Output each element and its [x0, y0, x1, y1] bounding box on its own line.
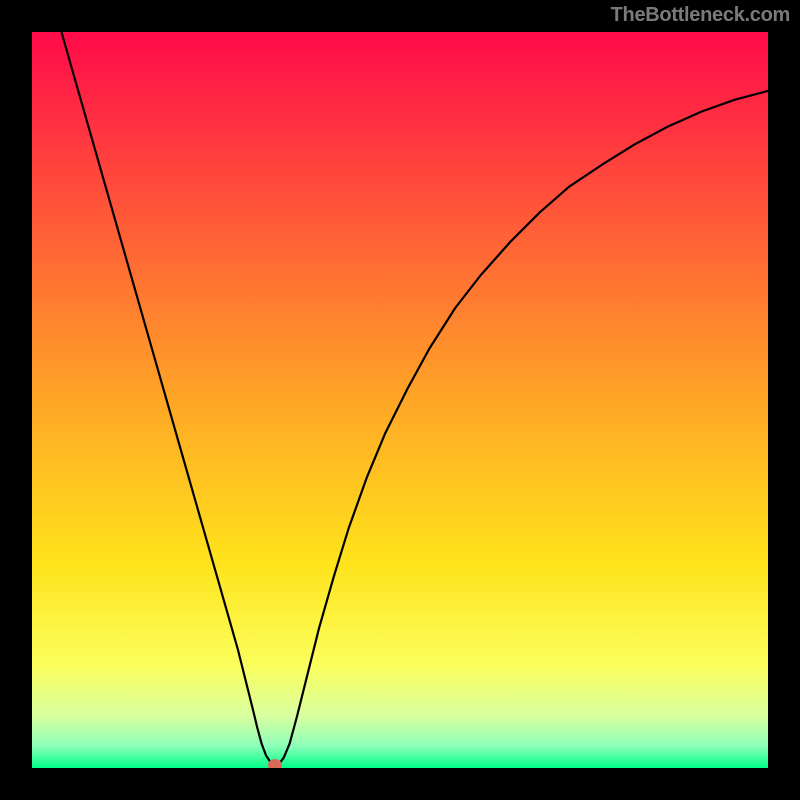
- minimum-marker: [268, 759, 282, 768]
- chart-svg: [32, 32, 768, 768]
- bottleneck-curve: [61, 32, 768, 765]
- chart-plot-area: [32, 32, 768, 768]
- watermark-text: TheBottleneck.com: [611, 4, 790, 27]
